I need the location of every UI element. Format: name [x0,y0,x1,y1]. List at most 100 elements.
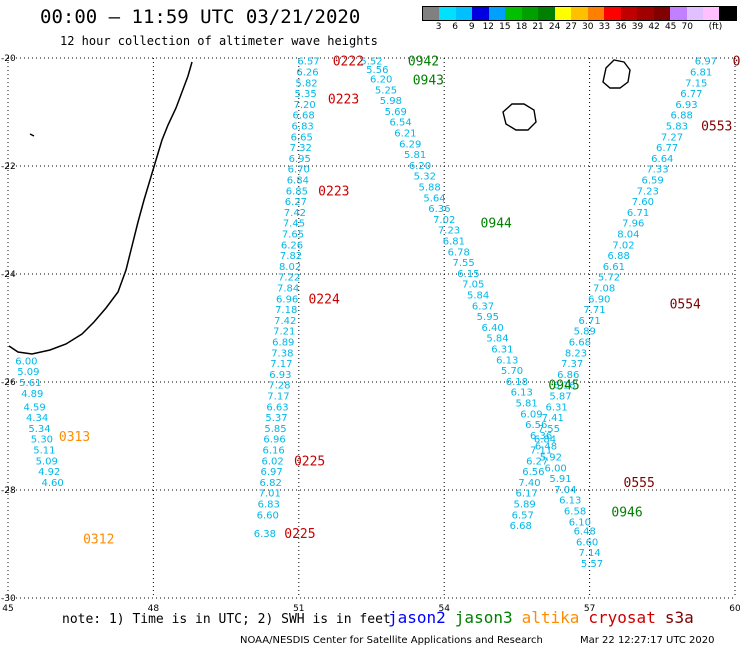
swh-value-label: 5.30 [31,435,53,446]
swh-value-label: 6.56 [522,467,544,478]
swh-value-label: 6.60 [257,510,279,521]
swh-value-label: 6.27 [285,197,307,208]
swh-value-label: 6.15 [457,269,479,280]
colorbar-tick-label: 27 [565,22,577,32]
swh-value-label: 5.61 [19,378,41,389]
swh-value-label: 7.40 [518,478,540,489]
legend-s3a: s3a [664,608,694,627]
swh-value-label: 7.18 [275,305,297,316]
legend-cryosat: cryosat [588,608,656,627]
lon-tick-label: 51 [293,604,304,614]
swh-value-label: 4.59 [24,402,46,413]
swh-value-label: 7.65 [282,230,304,241]
swh-value-label: 6.48 [574,527,596,538]
swh-value-label: 6.18 [506,377,528,388]
colorbar-swatch [538,7,555,20]
swh-value-label: 4.34 [26,413,48,424]
colorbar-tick-label: 33 [598,22,611,32]
swh-value-label: 6.81 [690,68,712,79]
track-time-label: 0945 [548,379,579,394]
lon-tick-label: 54 [438,604,450,614]
lon-tick-label: 45 [2,604,13,614]
swh-value-label: 6.37 [472,301,494,312]
swh-value-label: 6.63 [266,402,288,413]
swh-value-label: 5.88 [419,183,441,194]
lon-tick-label: 48 [148,604,160,614]
swh-value-label: 5.89 [514,500,536,511]
track-time-label: 0312 [83,533,114,548]
colorbar-tick-label: 70 [681,22,693,32]
lat-tick-label: -26 [1,378,16,388]
swh-value-label: 6.82 [260,478,282,489]
swh-value-label: 6.83 [258,500,280,511]
swh-value-label: 5.52 [360,57,382,68]
swh-value-label: 5.72 [598,273,620,284]
swh-value-label: 5.11 [33,446,55,457]
swh-value-label: 7.08 [593,284,615,295]
swh-value-label: 8.23 [565,348,587,359]
swh-value-label: 5.81 [515,399,537,410]
colorbar-tick-label: 15 [499,22,511,32]
swh-value-label: 6.16 [262,446,284,457]
swh-value-label: 7.20 [293,100,315,111]
swh-value-label: 7.22 [278,273,300,284]
lon-tick-label: 57 [584,604,595,614]
page-title: 00:00 – 11:59 UTC 03/21/2020 [40,6,361,28]
note-text: note: 1) Time is in UTC; 2) SWH is in fe… [62,612,391,627]
swh-value-label: 5.85 [264,424,286,435]
swh-value-label: 5.37 [265,413,287,424]
swh-value-label: 6.97 [261,467,283,478]
swh-value-label: 5.83 [666,122,688,133]
colorbar-swatch [521,7,539,20]
lat-tick-label: -24 [1,270,16,280]
swh-value-label: 6.64 [651,154,673,165]
swh-value-label: 4.60 [41,478,63,489]
swh-value-label: 5.95 [477,312,499,323]
colorbar-tick-label: 42 [648,22,660,32]
swh-value-label: 6.68 [510,521,532,532]
track-time-label: 0225 [294,454,325,469]
swh-value-label: 7.55 [452,258,474,269]
swh-value-label: 6.96 [276,294,298,305]
swh-value-label: 6.77 [656,143,678,154]
swh-value-label: 7.82 [280,251,302,262]
legend-jason2: jason2 [388,608,446,627]
swh-value-label: 6.84 [287,176,309,187]
swh-value-label: 7.11 [530,446,552,457]
track-time-label: 0943 [413,74,444,89]
colorbar-swatch [472,7,489,20]
swh-value-label: 6.93 [269,370,291,381]
swh-value-label: 6.81 [443,237,465,248]
swh-value-label: 5.70 [501,366,523,377]
swh-value-label: 5.84 [467,291,489,302]
swh-value-label: 7.42 [284,208,306,219]
swh-value-label: 6.02 [261,456,283,467]
colorbar-tick-label: 30 [582,22,594,32]
track-time-label: 0313 [59,430,90,445]
swh-value-label: 5.89 [574,327,596,338]
swh-value-label: 6.36 [428,204,450,215]
lat-tick-label: -20 [1,54,16,64]
swh-value-label: 4.89 [21,389,43,400]
swh-value-label: 5.09 [17,367,39,378]
timestamp-text: Mar 22 12:27:17 UTC 2020 [580,635,715,646]
colorbar-tick-label: 36 [615,22,627,32]
swh-value-label: 5.91 [549,474,571,485]
mauritius-island-outline [602,59,631,89]
colorbar-tick-label: (ft) [708,22,723,32]
swh-value-label: 5.34 [28,424,50,435]
madagascar-coastline [8,61,193,355]
swh-value-label: 6.71 [627,208,649,219]
colorbar-tick-label: 12 [482,22,495,32]
page-subtitle: 12 hour collection of altimeter wave hei… [60,34,378,48]
colorbar-swatch [719,7,736,20]
swh-value-label: 5.81 [404,150,426,161]
satellite-legend: jason2 jason3 altika cryosat s3a [388,608,703,627]
islet-outline [29,133,35,137]
swh-value-label: 7.28 [268,381,290,392]
swh-value-label: 6.57 [512,510,534,521]
swh-value-label: 6.58 [564,507,586,518]
colorbar-swatch [670,7,687,20]
colorbar-tick-label: 6 [452,22,459,32]
colorbar-swatch [653,7,671,20]
